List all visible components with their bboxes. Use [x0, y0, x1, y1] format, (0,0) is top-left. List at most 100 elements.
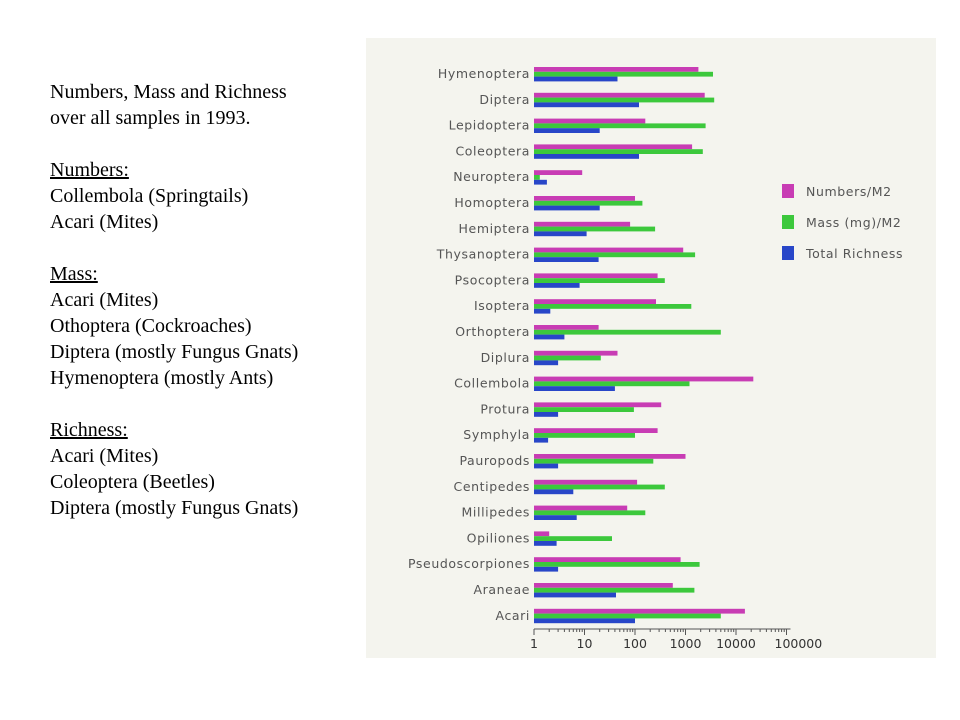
bar-numbers-m2-isoptera: [534, 299, 656, 304]
mass-item: Diptera (mostly Fungus Gnats): [50, 341, 299, 363]
mass-heading: Mass:: [50, 263, 98, 285]
bar-numbers-m2-centipedes: [534, 479, 638, 485]
category-label: Hymenoptera: [438, 66, 530, 81]
category-label: Protura: [480, 401, 530, 416]
bar-total-richness-pseudoscorpiones: [534, 566, 559, 572]
bar-total-richness-pauropods: [534, 463, 559, 469]
chart-area: Hymenoptera Diptera Lepidoptera Coleoptera N…: [366, 38, 936, 658]
category-label: Isoptera: [474, 298, 530, 313]
category-label: Diptera: [479, 92, 530, 107]
bar-mass-mg-m2-neuroptera: [534, 175, 540, 180]
bar-mass-mg-m2-pauropods: [534, 458, 654, 464]
bar-numbers-m2-protura: [534, 402, 662, 408]
bar-total-richness-hymenoptera: [534, 76, 618, 82]
bar-total-richness-opiliones: [534, 541, 557, 546]
x-tick-label: 100: [623, 636, 647, 651]
bar-total-richness-neuroptera: [534, 179, 547, 185]
category-label: Millipedes: [462, 505, 530, 520]
category-label: Acari: [496, 608, 530, 623]
bar-mass-mg-m2-homoptera: [534, 200, 643, 206]
bar-mass-mg-m2-diplura: [534, 355, 601, 361]
bar-mass-mg-m2-coleoptera: [534, 149, 703, 154]
bar-total-richness-hemiptera: [534, 231, 587, 237]
bar-numbers-m2-collembola: [534, 376, 754, 382]
bar-total-richness-isoptera: [534, 308, 551, 314]
bar-numbers-m2-pauropods: [534, 454, 686, 459]
category-label: Psocoptera: [455, 272, 530, 287]
bar-mass-mg-m2-hymenoptera: [534, 71, 713, 77]
richness-item: Coleoptera (Beetles): [50, 471, 215, 493]
bar-mass-mg-m2-isoptera: [534, 304, 692, 309]
bar-numbers-m2-orthoptera: [534, 325, 599, 330]
bar-numbers-m2-lepidoptera: [534, 118, 646, 124]
bar-numbers-m2-hemiptera: [534, 221, 631, 227]
bar-total-richness-lepidoptera: [534, 128, 600, 133]
category-label: Pauropods: [459, 453, 530, 468]
bar-total-richness-thysanoptera: [534, 257, 599, 262]
category-label: Homoptera: [454, 195, 530, 210]
category-label: Opiliones: [467, 530, 530, 545]
bar-total-richness-centipedes: [534, 489, 574, 495]
bar-mass-mg-m2-diptera: [534, 97, 715, 103]
category-label: Centipedes: [454, 479, 530, 494]
bar-total-richness-araneae: [534, 592, 616, 598]
bar-mass-mg-m2-pseudoscorpiones: [534, 562, 700, 567]
bar-mass-mg-m2-hemiptera: [534, 226, 656, 232]
category-label: Orthoptera: [455, 324, 530, 339]
richness-heading: Richness:: [50, 419, 128, 441]
legend-swatch: [782, 184, 794, 198]
legend-label: Mass (mg)/M2: [806, 215, 901, 230]
category-label: Neuroptera: [453, 169, 530, 184]
bar-numbers-m2-diptera: [534, 92, 705, 98]
bar-numbers-m2-acari: [534, 608, 745, 614]
bar-mass-mg-m2-protura: [534, 407, 634, 412]
mass-item: Othoptera (Cockroaches): [50, 315, 252, 337]
bar-numbers-m2-opiliones: [534, 531, 550, 537]
bar-mass-mg-m2-thysanoptera: [534, 252, 696, 258]
numbers-item: Acari (Mites): [50, 211, 159, 233]
notes-panel: Numbers, Mass and Richness over all samp…: [50, 79, 380, 521]
x-tick-label: 100000: [775, 636, 823, 651]
bar-numbers-m2-diplura: [534, 350, 618, 356]
bar-mass-mg-m2-centipedes: [534, 484, 665, 490]
bar-total-richness-acari: [534, 618, 635, 624]
bar-total-richness-coleoptera: [534, 154, 639, 159]
category-label: Collembola: [454, 376, 530, 391]
mass-item: Hymenoptera (mostly Ants): [50, 367, 274, 389]
bar-mass-mg-m2-orthoptera: [534, 329, 721, 335]
bar-mass-mg-m2-opiliones: [534, 536, 612, 541]
bar-mass-mg-m2-millipedes: [534, 510, 646, 516]
bar-mass-mg-m2-symphyla: [534, 433, 635, 438]
x-tick-label: 1000: [670, 636, 702, 651]
richness-item: Diptera (mostly Fungus Gnats): [50, 497, 299, 519]
bar-total-richness-homoptera: [534, 205, 600, 211]
bar-mass-mg-m2-acari: [534, 613, 721, 619]
numbers-heading: Numbers:: [50, 159, 129, 181]
bar-mass-mg-m2-lepidoptera: [534, 123, 706, 129]
bar-numbers-m2-homoptera: [534, 196, 635, 201]
bar-numbers-m2-pseudoscorpiones: [534, 557, 681, 562]
bar-mass-mg-m2-collembola: [534, 381, 690, 387]
category-label: Hemiptera: [459, 221, 530, 236]
category-label: Symphyla: [463, 427, 530, 442]
bar-numbers-m2-coleoptera: [534, 144, 693, 150]
mass-item: Acari (Mites): [50, 289, 159, 311]
x-tick-label: 1: [530, 636, 538, 651]
bar-chart: Hymenoptera Diptera Lepidoptera Coleoptera N…: [408, 66, 903, 651]
legend-label: Numbers/M2: [806, 184, 892, 199]
legend-label: Total Richness: [805, 246, 903, 261]
x-tick-label: 10000: [716, 636, 756, 651]
x-tick-label: 10: [577, 636, 593, 651]
bar-total-richness-diplura: [534, 360, 559, 366]
legend-swatch: [782, 246, 794, 260]
bar-numbers-m2-araneae: [534, 583, 673, 588]
bar-numbers-m2-symphyla: [534, 428, 658, 433]
category-label: Lepidoptera: [449, 118, 530, 133]
bar-mass-mg-m2-psocoptera: [534, 278, 665, 283]
category-label: Araneae: [473, 582, 530, 597]
bar-numbers-m2-psocoptera: [534, 273, 658, 279]
richness-item: Acari (Mites): [50, 445, 159, 467]
bar-total-richness-protura: [534, 412, 559, 417]
bar-total-richness-millipedes: [534, 515, 577, 520]
notes-title-line-2: over all samples in 1993.: [50, 107, 251, 129]
